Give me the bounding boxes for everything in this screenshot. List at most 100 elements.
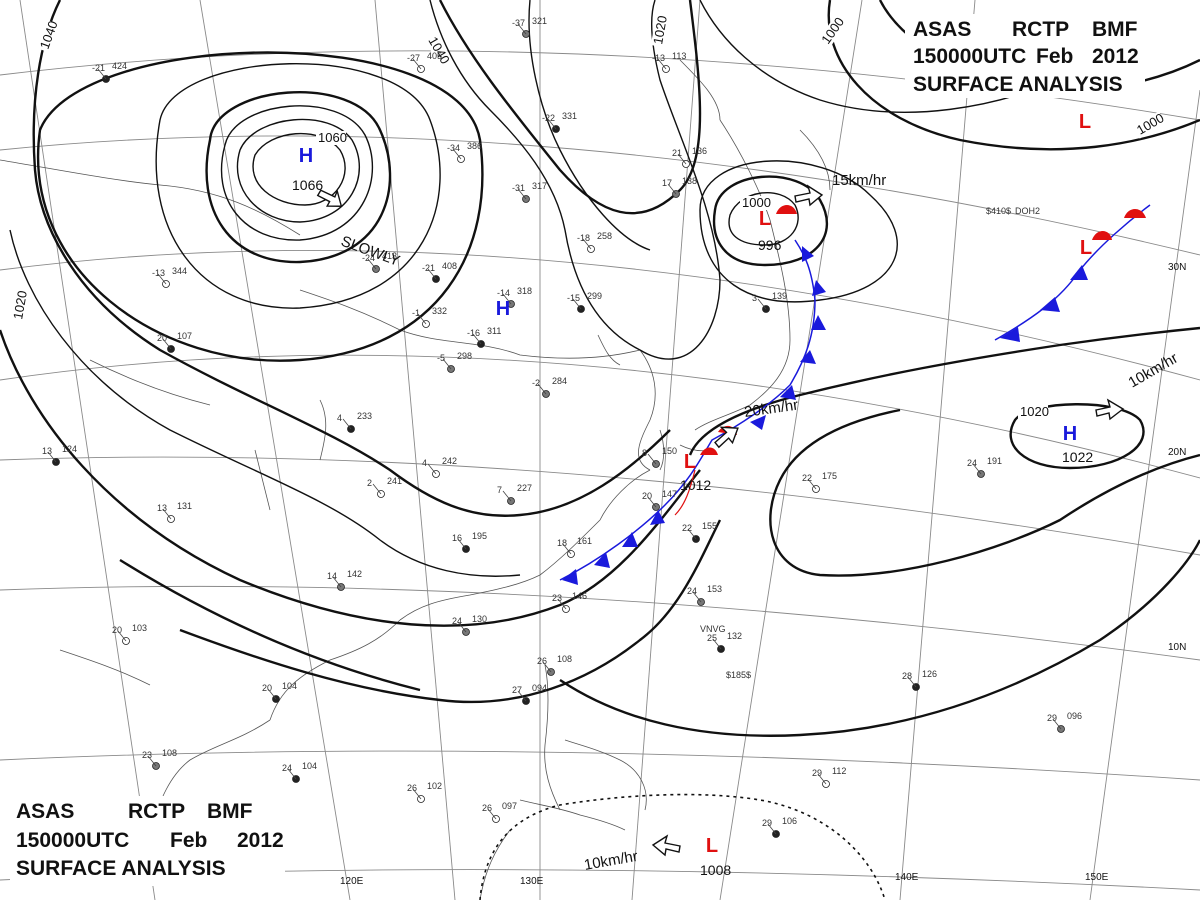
wind-barb-icon [417,313,427,325]
station-temperature: 2 [367,478,372,488]
station-temperature: 8 [642,448,647,458]
pressure-center-value: 1012 [680,477,711,493]
wind-barb-icon [147,755,157,767]
station-pressure: 258 [597,231,612,241]
station-temperature: 24 [452,616,462,626]
station-plot: 26 102 [407,781,442,803]
station-pressure: 130 [472,614,487,624]
station-pressure: 150 [662,446,677,456]
station-pressure: 298 [457,351,472,361]
station-temperature: 23 [552,593,562,603]
isobar-label: 1020 [650,14,670,45]
wind-barb-icon [367,258,377,270]
station-temperature: 29 [812,768,822,778]
header-top-r-line1-b: RCTP [1012,18,1069,41]
misc-label: VNVG [700,624,726,634]
station-plot: 20 103 [112,623,147,645]
pressure-center-value: 996 [758,237,782,253]
wind-barb-icon [807,478,817,490]
wind-barb-icon [687,528,697,540]
station-pressure: 195 [472,531,487,541]
station-pressure: 284 [552,376,567,386]
station-plot: -16 311 [467,326,501,348]
pressure-center-letter: L [706,835,718,857]
wind-barb-icon [162,338,172,350]
motion-label: 20km/hr [743,397,799,421]
wind-barb-icon [372,483,382,495]
station-temperature: 29 [762,818,772,828]
station-plots: -21 424-27 405-37 321-22 331-34 386-24 413-21 4… [42,16,1082,838]
header-bottom-l-line2-b: Feb [170,829,207,852]
station-plot: 3 139 [752,291,787,313]
wind-barb-icon [757,298,767,310]
station-pressure: 153 [707,584,722,594]
low-pressure-center: L [1079,111,1091,133]
station-plot: 26 097 [482,801,517,823]
station-plot: 24 130 [452,614,487,636]
station-pressure: 405 [427,51,442,61]
pressure-center-letter: H [496,298,510,320]
station-pressure: 242 [442,456,457,466]
station-plot: 16 195 [452,531,487,553]
pressure-center-letter: H [1063,423,1077,445]
station-pressure: 108 [557,654,572,664]
header-top-r-line2-b: Feb [1036,45,1073,68]
station-temperature: -21 [92,63,105,73]
station-temperature: 20 [262,683,272,693]
station-plot: 29 112 [812,766,846,788]
station-pressure: 317 [532,181,547,191]
station-plot: -21 424 [92,61,127,83]
station-temperature: -27 [407,53,420,63]
motion-label: 15km/hr [832,172,886,189]
station-temperature: -13 [652,53,665,63]
station-temperature: 25 [707,633,717,643]
wind-barb-icon [542,661,552,673]
wind-barb-icon [517,23,527,35]
station-pressure: 136 [692,146,707,156]
station-plot: -34 386 [447,141,482,163]
longitude-label: 130E [520,876,544,887]
station-temperature: 18 [557,538,567,548]
pressure-center-letter: L [1079,111,1091,133]
station-temperature: -16 [467,328,480,338]
wind-barb-icon [572,298,582,310]
station-temperature: 24 [282,763,292,773]
wind-barb-icon [817,773,827,785]
station-pressure: 107 [177,331,192,341]
wind-barb-icon [647,453,657,465]
wind-barb-icon [287,768,297,780]
station-temperature: -21 [422,263,435,273]
station-pressure: 413 [382,251,397,261]
station-temperature: -1 [412,308,420,318]
station-plot: 22 175 [802,471,837,493]
station-pressure: 096 [1067,711,1082,721]
isobar-label: 1020 [1020,404,1049,419]
station-plot: 2 241 [367,476,402,498]
station-plot: 17 138 [662,176,697,198]
wind-barb-icon [157,273,167,285]
wind-barb-icon [1052,718,1062,730]
station-pressure: 094 [532,683,547,693]
station-plot: -37 321 [512,16,547,38]
high-pressure-center: H 1066 [292,145,323,193]
station-pressure: 175 [822,471,837,481]
wind-barb-icon [442,358,452,370]
station-temperature: 22 [802,473,812,483]
station-plot: -5 298 [437,351,472,373]
station-pressure: 299 [587,291,602,301]
high-pressure-center: H [496,298,510,320]
station-pressure: 104 [282,681,297,691]
station-pressure: 131 [177,501,192,511]
station-pressure: 311 [487,326,501,336]
station-temperature: 26 [537,656,547,666]
station-temperature: 14 [327,571,337,581]
isobar-label: 1000 [742,195,771,210]
station-pressure: 332 [432,306,447,316]
station-pressure: 146 [572,591,587,601]
station-plot: 7 227 [497,483,532,505]
station-plot: 13 124 [42,444,77,466]
